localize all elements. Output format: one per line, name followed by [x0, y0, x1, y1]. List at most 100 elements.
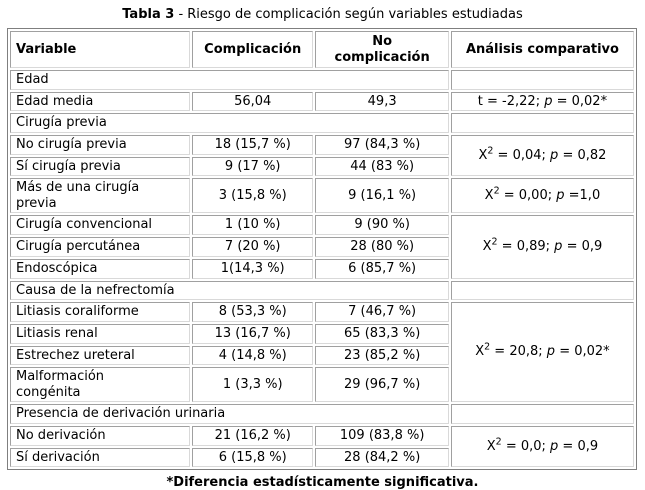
no-complication-value-cell: 9 (90 %)	[315, 215, 449, 235]
superscript-text: 2	[491, 236, 498, 248]
stat-text: = 0,9	[558, 438, 599, 454]
data-row: Sí cirugía previa 9 (17 %) 44 (83 %)	[10, 156, 634, 177]
variable-cell: Cirugía percutánea	[10, 237, 191, 257]
variable-cell: Sí cirugía previa	[10, 156, 191, 177]
complication-value-cell: 7 (20 %)	[192, 237, 314, 257]
no-complication-value-cell: 65 (83,3 %)	[315, 323, 449, 344]
variable-label: No derivación	[16, 427, 106, 443]
complication-value-cell: 8 (53,3 %)	[192, 302, 314, 322]
complication-value-cell: 9 (17 %)	[192, 156, 314, 177]
analysis-cell: t = -2,22; p = 0,02*	[450, 91, 634, 112]
variable-label: Cirugía percutánea	[16, 239, 141, 254]
header-analysis: Análisis comparativo	[450, 31, 634, 68]
no-complication-value-cell: 49,3	[315, 91, 449, 112]
superscript-text: 2	[484, 342, 491, 354]
section-label-cell: Causa de la nefrectomía	[10, 280, 449, 300]
superscript-text: 2	[495, 436, 502, 448]
stat-text: = 0,89;	[497, 239, 555, 255]
variable-label: Más de una cirugía previa	[16, 180, 140, 211]
data-row: Litiasis coraliforme 8 (53,3 %) 7 (46,7 %)…	[10, 302, 634, 403]
stat-text: = 0,82	[558, 147, 607, 163]
analysis-empty-cell	[450, 70, 634, 90]
data-row: Malformación congénita 1 (3,3 %) 29 (96,7 …	[10, 367, 634, 403]
stat-text: = 20,8;	[490, 344, 547, 360]
variable-label: Litiasis renal	[16, 325, 98, 341]
complication-value-cell: 3 (15,8 %)	[192, 178, 314, 214]
complication-value-cell: 6 (15,8 %)	[192, 447, 314, 468]
header-no-complication: No complicación	[315, 31, 449, 68]
variable-label: Sí cirugía previa	[16, 158, 121, 174]
analysis-cell: X2 = 0,89; p = 0,9	[450, 215, 634, 279]
stat-text: = 0,04;	[493, 147, 551, 163]
data-row: Sí derivación 6 (15,8 %) 28 (84,2 %)	[10, 447, 634, 468]
section-label-cell: Edad	[10, 70, 449, 90]
variable-cell: Litiasis coraliforme	[10, 302, 191, 322]
no-complication-value-cell: 29 (96,7 %)	[315, 367, 449, 403]
complication-value-cell: 1 (10 %)	[192, 215, 314, 235]
analysis-empty-cell	[450, 404, 634, 424]
stat-text: = 0,00;	[499, 188, 557, 203]
footnote: *Diferencia estadísticamente significati…	[166, 475, 479, 490]
no-complication-value-cell: 109 (83,8 %)	[315, 425, 449, 446]
complication-value-cell: 1(14,3 %)	[192, 258, 314, 279]
header-no-complication-label: No complicación	[334, 34, 430, 65]
variable-cell: Estrechez ureteral	[10, 345, 191, 366]
variable-cell: Endoscópica	[10, 258, 191, 279]
variable-label: Endoscópica	[16, 260, 98, 276]
header-row: Variable Complicación No complicación An…	[10, 31, 634, 68]
complication-value-cell: 56,04	[192, 91, 314, 112]
table-title: Tabla 3 - Riesgo de complicación según v…	[7, 7, 638, 23]
section-row: Presencia de derivación urinaria	[10, 404, 634, 424]
header-complication: Complicación	[192, 31, 314, 68]
complication-value-cell: 21 (16,2 %)	[192, 425, 314, 446]
analysis-cell: X2 = 20,8; p = 0,02*	[450, 302, 634, 403]
header-variable: Variable	[10, 31, 191, 68]
stat-text: X	[478, 147, 488, 163]
analysis-cell: X2 = 0,0; p = 0,9	[450, 425, 634, 468]
stat-symbol-italic: p	[544, 93, 553, 109]
stat-symbol-italic: p	[554, 239, 563, 255]
complication-value-cell: 18 (15,7 %)	[192, 134, 314, 155]
variable-cell: Más de una cirugía previa	[10, 178, 191, 214]
data-row: Estrechez ureteral 4 (14,8 %) 23 (85,2 %)	[10, 345, 634, 366]
data-row: Cirugía percutánea 7 (20 %) 28 (80 %)	[10, 237, 634, 257]
stat-symbol-italic: p	[550, 147, 559, 163]
variable-label: Edad media	[16, 93, 94, 109]
data-row: Cirugía convencional 1 (10 %) 9 (90 %) X2 =…	[10, 215, 634, 279]
stat-text: X	[486, 438, 496, 454]
no-complication-value-cell: 28 (84,2 %)	[315, 447, 449, 468]
no-complication-value-cell: 6 (85,7 %)	[315, 258, 449, 279]
stat-text: X	[475, 344, 485, 360]
superscript-text: 2	[493, 185, 500, 197]
data-row: No derivación 21 (16,2 %) 109 (83,8 %) X2 =…	[10, 425, 634, 468]
table-body: Edad Edad media 56,04 49,3 t = -2,22; p = 0,…	[10, 70, 634, 468]
variable-label: Litiasis coraliforme	[16, 304, 139, 319]
stat-symbol-italic: p	[556, 188, 565, 203]
variable-label: Cirugía convencional	[16, 217, 153, 233]
table-title-text: - Riesgo de complicación según variables…	[174, 7, 523, 22]
analysis-empty-cell	[450, 113, 634, 133]
no-complication-value-cell: 44 (83 %)	[315, 156, 449, 177]
table-title-number: Tabla 3	[122, 7, 175, 22]
stat-text: = 0,0;	[501, 438, 551, 454]
section-row: Edad	[10, 70, 634, 90]
stat-symbol-italic: p	[550, 438, 559, 454]
section-row: Causa de la nefrectomía	[10, 280, 634, 300]
analysis-cell: X2 = 0,00; p =1,0	[450, 178, 634, 214]
data-row: No cirugía previa 18 (15,7 %) 97 (84,3 %) X…	[10, 134, 634, 177]
variable-cell: Edad media	[10, 91, 191, 112]
variable-cell: Cirugía convencional	[10, 215, 191, 235]
variable-label: Malformación congénita	[16, 369, 105, 400]
section-label-cell: Cirugía previa	[10, 113, 449, 133]
stat-text: X	[484, 188, 494, 203]
stat-text: = 0,02*	[555, 344, 610, 360]
complication-value-cell: 4 (14,8 %)	[192, 345, 314, 366]
complication-value-cell: 1 (3,3 %)	[192, 367, 314, 403]
page: { "title": { "bold": "Tabla 3", "rest": …	[7, 7, 637, 490]
data-table: Variable Complicación No complicación An…	[7, 28, 637, 471]
variable-label: Sí derivación	[16, 449, 100, 465]
stat-text: X	[482, 239, 492, 255]
complication-value-cell: 13 (16,7 %)	[192, 323, 314, 344]
variable-cell: No derivación	[10, 425, 191, 446]
